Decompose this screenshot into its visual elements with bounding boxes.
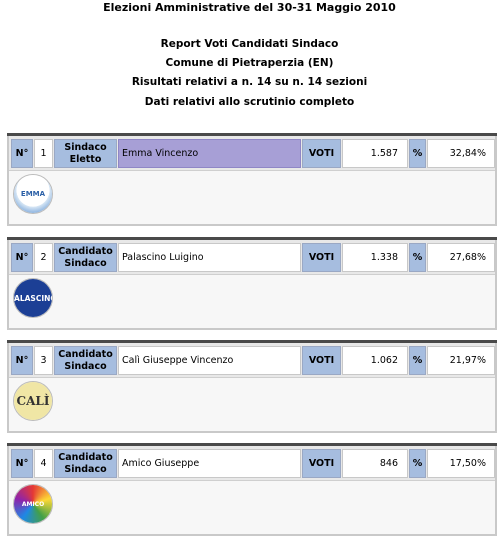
candidate-card: N° 3 Candidato Sindaco Calì Giuseppe Vinc… (7, 340, 497, 433)
logo-area: EMMA (9, 171, 495, 224)
page-title: Elezioni Amministrative del 30-31 Maggio… (103, 1, 396, 14)
sections-info: Risultati relativi a n. 14 su n. 14 sezi… (131, 76, 368, 88)
votes-label: VOTI (302, 346, 341, 375)
party-logo: AMICO (13, 484, 53, 524)
votes-value: 1.062 (342, 346, 408, 375)
logo-area: AMICO (9, 481, 495, 534)
role-line2: Sindaco (64, 360, 107, 372)
party-logo-text: AMICO (14, 485, 52, 523)
candidate-role: Candidato Sindaco (54, 449, 117, 478)
candidate-number: 4 (34, 449, 53, 478)
votes-label: VOTI (302, 139, 341, 168)
candidate-row: N° 4 Candidato Sindaco Amico Giuseppe VOT… (9, 446, 495, 481)
role-line1: Candidato (58, 245, 113, 257)
scrutiny-status: Dati relativi allo scrutinio completo (144, 96, 355, 108)
party-logo-text: PALASCINO (14, 279, 52, 317)
percent-label: % (409, 346, 426, 375)
candidate-role: Sindaco Eletto (54, 139, 117, 168)
party-logo-text: EMMA (14, 175, 52, 213)
role-line1: Candidato (58, 451, 113, 463)
candidate-number: 1 (34, 139, 53, 168)
votes-label: VOTI (302, 449, 341, 478)
votes-label: VOTI (302, 243, 341, 272)
percent-value: 21,97% (427, 346, 495, 375)
no-label: N° (11, 346, 33, 375)
no-label: N° (11, 243, 33, 272)
no-label: N° (11, 449, 33, 478)
role-line2: Sindaco (64, 463, 107, 475)
percent-label: % (409, 449, 426, 478)
percent-value: 27,68% (427, 243, 495, 272)
votes-value: 1.587 (342, 139, 408, 168)
party-logo: PALASCINO (13, 278, 53, 318)
no-label: N° (11, 139, 33, 168)
logo-area: CALÌ (9, 378, 495, 431)
percent-label: % (409, 139, 426, 168)
candidate-row: N° 3 Candidato Sindaco Calì Giuseppe Vinc… (9, 343, 495, 378)
percent-label: % (409, 243, 426, 272)
candidate-name: Amico Giuseppe (118, 449, 301, 478)
candidate-name: Calì Giuseppe Vincenzo (118, 346, 301, 375)
candidate-card: N° 1 Sindaco Eletto Emma Vincenzo VOTI 1.… (7, 133, 497, 226)
candidate-name: Emma Vincenzo (118, 139, 301, 168)
percent-value: 17,50% (427, 449, 495, 478)
party-logo: EMMA (13, 174, 53, 214)
candidate-role: Candidato Sindaco (54, 346, 117, 375)
report-title: Report Voti Candidati Sindaco (160, 38, 339, 50)
candidate-card: N° 2 Candidato Sindaco Palascino Luigino … (7, 237, 497, 330)
candidate-number: 3 (34, 346, 53, 375)
candidate-row: N° 1 Sindaco Eletto Emma Vincenzo VOTI 1.… (9, 136, 495, 171)
candidate-role: Candidato Sindaco (54, 243, 117, 272)
candidate-row: N° 2 Candidato Sindaco Palascino Luigino … (9, 240, 495, 275)
logo-area: PALASCINO (9, 275, 495, 328)
candidate-number: 2 (34, 243, 53, 272)
party-logo: CALÌ (13, 381, 53, 421)
municipality: Comune di Pietraperzia (EN) (165, 57, 334, 69)
role-line1: Candidato (58, 348, 113, 360)
votes-value: 846 (342, 449, 408, 478)
role-line2: Eletto (69, 153, 102, 165)
role-line1: Sindaco (64, 141, 107, 153)
candidate-name: Palascino Luigino (118, 243, 301, 272)
percent-value: 32,84% (427, 139, 495, 168)
role-line2: Sindaco (64, 257, 107, 269)
candidate-card: N° 4 Candidato Sindaco Amico Giuseppe VOT… (7, 443, 497, 536)
party-logo-text: CALÌ (14, 382, 52, 420)
votes-value: 1.338 (342, 243, 408, 272)
